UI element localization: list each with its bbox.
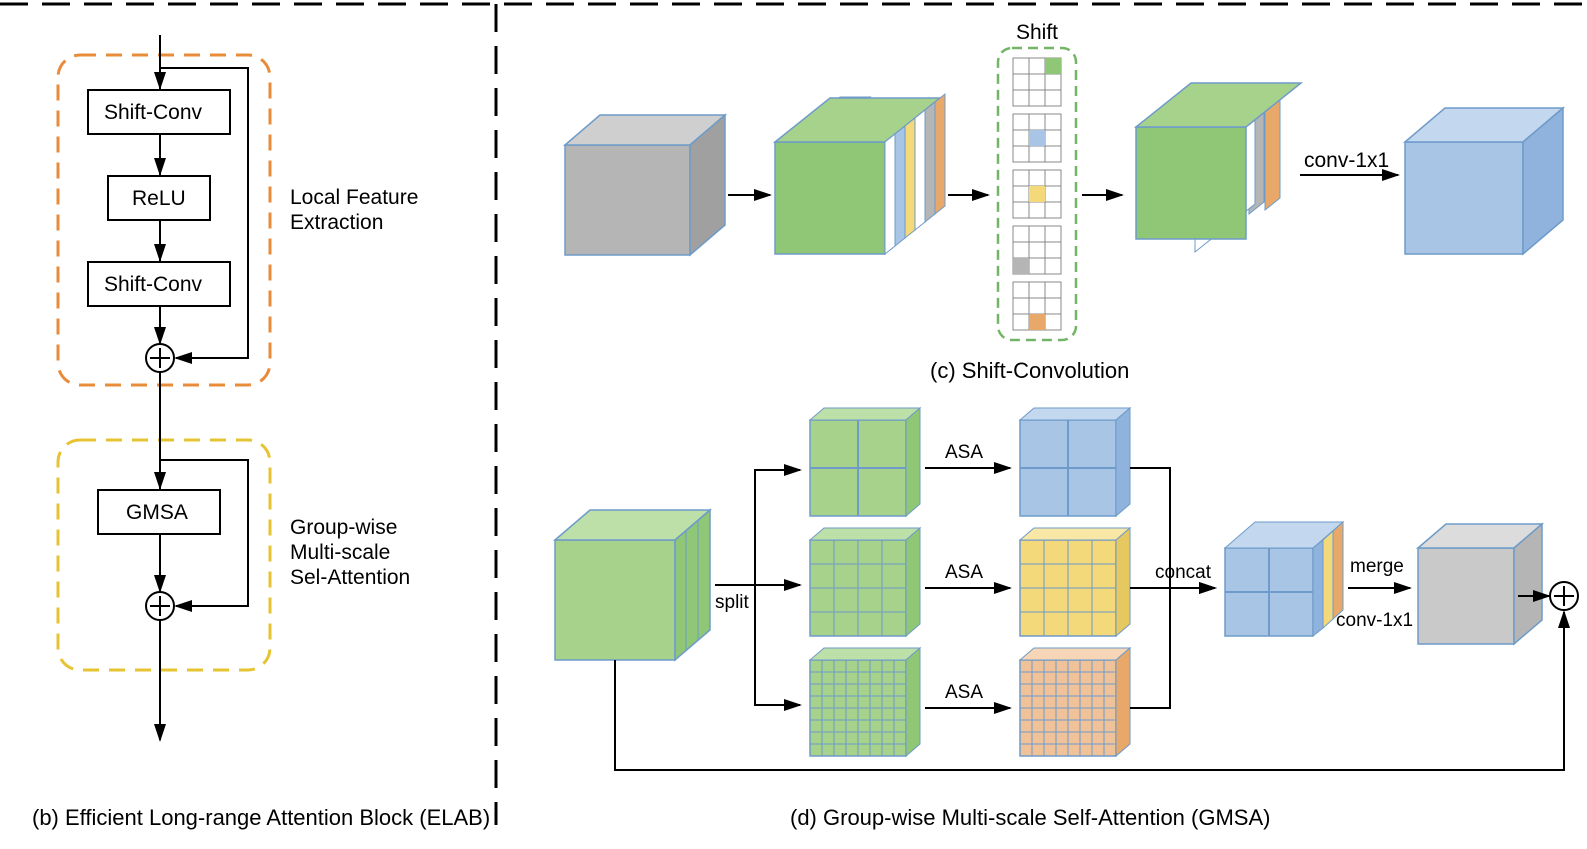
cube-blue-out [1405,108,1563,254]
shift-grids [998,48,1076,340]
cube-stack-3 [1136,83,1301,252]
yellow-tile-4x4 [1020,528,1130,636]
green-tile-8x8 [810,648,920,756]
diagram-svg [0,0,1587,849]
concat-arrow-3 [1130,588,1170,708]
caption-c: (c) Shift-Convolution [930,358,1129,384]
label-conv1x1-d: conv-1x1 [1336,610,1413,633]
cube-stack-2b [775,94,945,254]
gmsa-input-cube [555,510,710,660]
label-shift-conv-2: Shift-Conv [104,272,202,297]
green-tile-2x2 [810,408,920,516]
concat-cube [1225,522,1343,636]
cube-gray-1 [565,115,725,255]
label-merge: merge [1350,556,1404,579]
label-shift-conv-1: Shift-Conv [104,100,202,125]
label-asa-2: ASA [945,562,983,585]
label-gmsa: GMSA [126,500,188,525]
label-gwdesc-1: Group-wise [290,515,397,540]
caption-d: (d) Group-wise Multi-scale Self-Attentio… [790,805,1270,831]
label-split: split [715,592,749,615]
panel-b [58,35,270,740]
label-asa-3: ASA [945,682,983,705]
label-relu: ReLU [132,186,186,211]
gmsa-region [58,440,270,670]
blue-tile-2x2 [1020,408,1130,516]
label-asa-1: ASA [945,442,983,465]
label-lfe-1: Local Feature [290,185,418,210]
caption-b: (b) Efficient Long-range Attention Block… [32,805,490,831]
gmsa-gray-out [1418,524,1542,644]
split-arrow-1 [715,470,800,585]
orange-tile-8x8 [1020,648,1130,756]
panel-d [555,408,1578,770]
panel-c [565,48,1563,340]
green-tile-4x4 [810,528,920,636]
label-conv1x1-c: conv-1x1 [1304,148,1389,173]
label-lfe-2: Extraction [290,210,383,235]
label-gwdesc-3: Sel-Attention [290,565,410,590]
label-gwdesc-2: Multi-scale [290,540,390,565]
label-shift: Shift [1016,20,1058,45]
label-concat: concat [1155,562,1211,585]
